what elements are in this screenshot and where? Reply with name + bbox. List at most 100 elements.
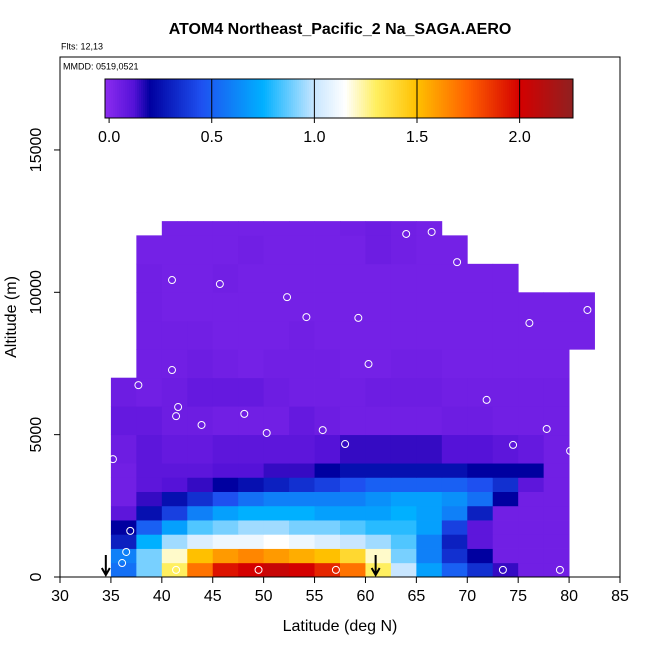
sample-point (453, 258, 462, 267)
heat-cell (416, 349, 443, 379)
colorbar-swatch (315, 79, 318, 118)
heat-cell (212, 292, 239, 322)
colorbar-swatch (273, 79, 276, 118)
colorbar-swatch (255, 79, 258, 118)
heat-cell (518, 548, 545, 564)
colorbar-swatch (203, 79, 206, 118)
heat-cell (161, 320, 188, 350)
heat-cell (467, 320, 494, 350)
sample-point (498, 565, 507, 574)
heat-cell (263, 292, 290, 322)
colorbar-swatch (183, 79, 186, 118)
heat-cell (314, 491, 341, 507)
sample-point (283, 293, 292, 302)
colorbar-swatch (367, 79, 370, 118)
heat-cell (365, 377, 392, 407)
heat-cell (289, 349, 315, 379)
heat-cell (238, 377, 265, 407)
colorbar-swatch (495, 79, 498, 118)
colorbar-swatch (383, 79, 386, 118)
colorbar-swatch (245, 79, 248, 118)
colorbar-swatch (241, 79, 244, 118)
sample-point (354, 313, 363, 322)
colorbar-swatch (167, 79, 170, 118)
colorbar-swatch (239, 79, 242, 118)
sample-point (509, 440, 518, 449)
heat-cell (314, 349, 341, 379)
heat-cell (289, 491, 315, 507)
heat-cell (238, 463, 265, 478)
heat-cell (543, 434, 570, 464)
colorbar-swatch (277, 79, 280, 118)
colorbar-swatch (153, 79, 156, 118)
heat-cell (441, 477, 468, 492)
colorbar-swatch (371, 79, 374, 118)
colorbar-swatch (567, 79, 570, 118)
heat-cell (543, 491, 570, 507)
colorbar-swatch (319, 79, 322, 118)
heat-cell (314, 505, 341, 521)
colorbar-swatch (487, 79, 490, 118)
heat-cell (467, 520, 494, 535)
x-tick-label: 65 (407, 588, 425, 605)
heat-cell (340, 377, 366, 407)
heat-cell (543, 477, 570, 492)
heat-cell (136, 520, 163, 535)
heat-cell (416, 491, 443, 507)
colorbar-swatch (307, 79, 310, 118)
heat-cell (365, 505, 392, 521)
colorbar-swatch (551, 79, 554, 118)
colorbar-swatch (485, 79, 488, 118)
colorbar-swatch (263, 79, 266, 118)
colorbar-swatch (479, 79, 482, 118)
heat-cell (467, 505, 494, 521)
colorbar-swatch (435, 79, 438, 118)
colorbar-swatch (125, 79, 128, 118)
y-tick-label: 5000 (28, 417, 45, 453)
colorbar-swatch (407, 79, 410, 118)
colorbar-swatch (331, 79, 334, 118)
heat-cell (110, 505, 137, 521)
heat-cell (263, 349, 290, 379)
heat-cell (161, 534, 188, 549)
sample-point (525, 319, 534, 328)
heat-cell (136, 434, 163, 464)
colorbar-swatch (387, 79, 390, 118)
heat-cell (518, 520, 545, 535)
colorbar-swatch (457, 79, 460, 118)
heat-cell (238, 434, 265, 464)
colorbar-swatch (229, 79, 232, 118)
colorbar-swatch (353, 79, 356, 118)
plot-frame (59, 56, 621, 578)
colorbar-swatch (171, 79, 174, 118)
heat-cell (289, 548, 315, 564)
heat-cell (110, 534, 137, 549)
sample-point (134, 381, 143, 390)
colorbar-swatch (473, 79, 476, 118)
colorbar-swatch (475, 79, 478, 118)
colorbar-swatch (409, 79, 412, 118)
colorbar-tick-label: 1.5 (406, 129, 428, 146)
heat-cell (518, 377, 545, 407)
heat-cell (390, 377, 417, 407)
colorbar-swatch (237, 79, 240, 118)
heat-cell (314, 377, 341, 407)
sample-point (427, 227, 436, 236)
heat-cell (212, 406, 239, 436)
heat-cell (518, 477, 545, 492)
sample-point (108, 455, 117, 464)
colorbar-swatch (357, 79, 360, 118)
heat-cell (263, 235, 290, 265)
sample-point (302, 313, 311, 322)
heat-cell (340, 562, 366, 578)
colorbar-swatch (417, 79, 420, 118)
colorbar-swatch (127, 79, 130, 118)
colorbar-swatch (197, 79, 200, 118)
colorbar-swatch (461, 79, 464, 118)
colorbar-swatch (163, 79, 166, 118)
heat-cell (340, 263, 366, 293)
colorbar-swatch (185, 79, 188, 118)
heat-cell (441, 377, 468, 407)
colorbar-swatch (393, 79, 396, 118)
